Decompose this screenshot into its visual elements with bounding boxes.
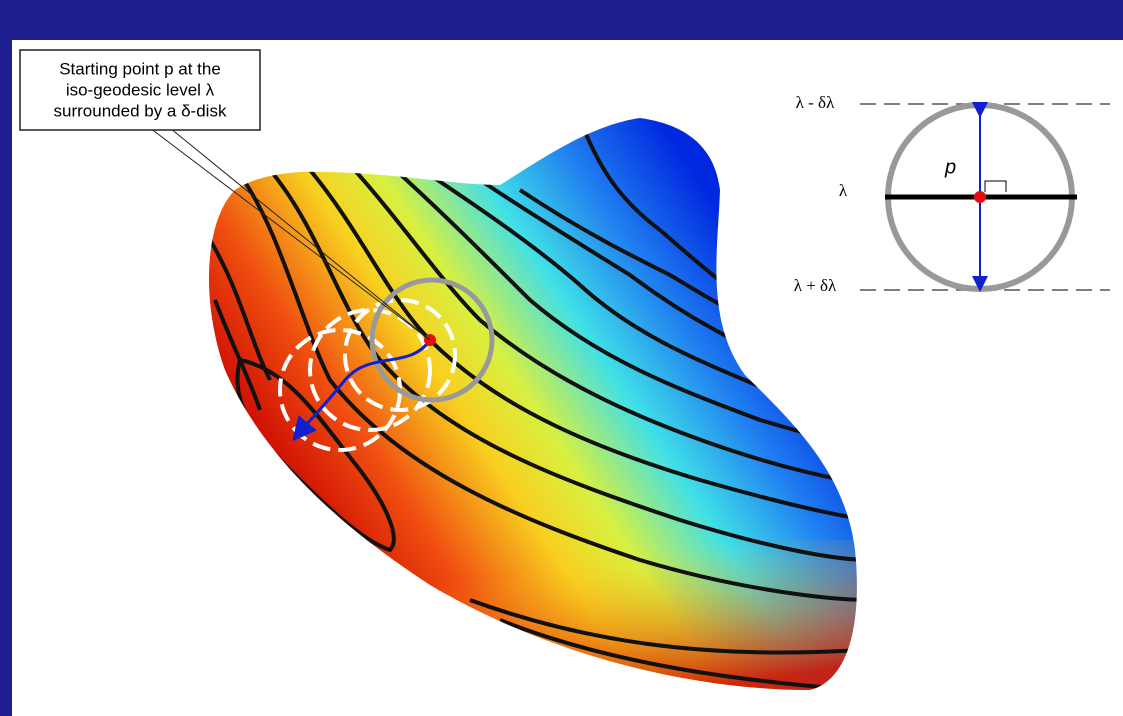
slide: Starting point p at the iso-geodesic lev… xyxy=(0,0,1123,716)
diagram: Starting point p at the iso-geodesic lev… xyxy=(0,0,1123,716)
point-label: p xyxy=(944,156,956,178)
upper-label: λ - δλ xyxy=(796,93,835,112)
callout-line: Starting point p at the xyxy=(59,59,221,78)
lower-label: λ + δλ xyxy=(794,276,837,295)
callout-line: iso-geodesic level λ xyxy=(66,80,215,99)
inset-point xyxy=(974,191,986,203)
callout-line: surrounded by a δ-disk xyxy=(54,101,227,120)
middle-label: λ xyxy=(839,181,848,200)
